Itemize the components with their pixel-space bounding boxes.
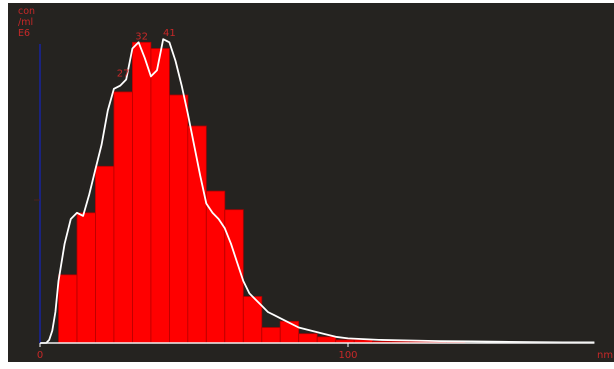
histogram-bar <box>95 165 115 344</box>
histogram-bar <box>76 212 96 344</box>
histogram-bar <box>224 209 244 344</box>
histogram-bar <box>261 327 281 344</box>
x-tick-label: 0 <box>37 350 43 361</box>
peak-label: 41 <box>163 28 176 39</box>
histogram-bar <box>279 320 300 344</box>
y-unit-label: /ml <box>18 17 33 28</box>
axes-layer <box>34 44 595 347</box>
y-unit-label: E6 <box>18 28 30 39</box>
histogram-bar <box>58 274 78 344</box>
histogram-bar <box>131 41 152 344</box>
bars-layer <box>58 41 466 344</box>
x-unit-label: nm <box>597 350 613 361</box>
histogram-bar <box>150 48 170 344</box>
histogram-bar <box>205 190 226 344</box>
histogram-bar <box>316 336 337 344</box>
histogram-bar <box>113 91 133 344</box>
peak-label: 32 <box>135 31 148 42</box>
histogram-bar <box>298 333 318 344</box>
distribution-curve <box>40 38 595 344</box>
histogram-bar <box>168 94 189 344</box>
x-tick-label: 100 <box>338 350 357 361</box>
peak-label: 27 <box>117 69 130 80</box>
y-unit-label: con <box>18 6 35 17</box>
curve-layer <box>40 38 595 344</box>
